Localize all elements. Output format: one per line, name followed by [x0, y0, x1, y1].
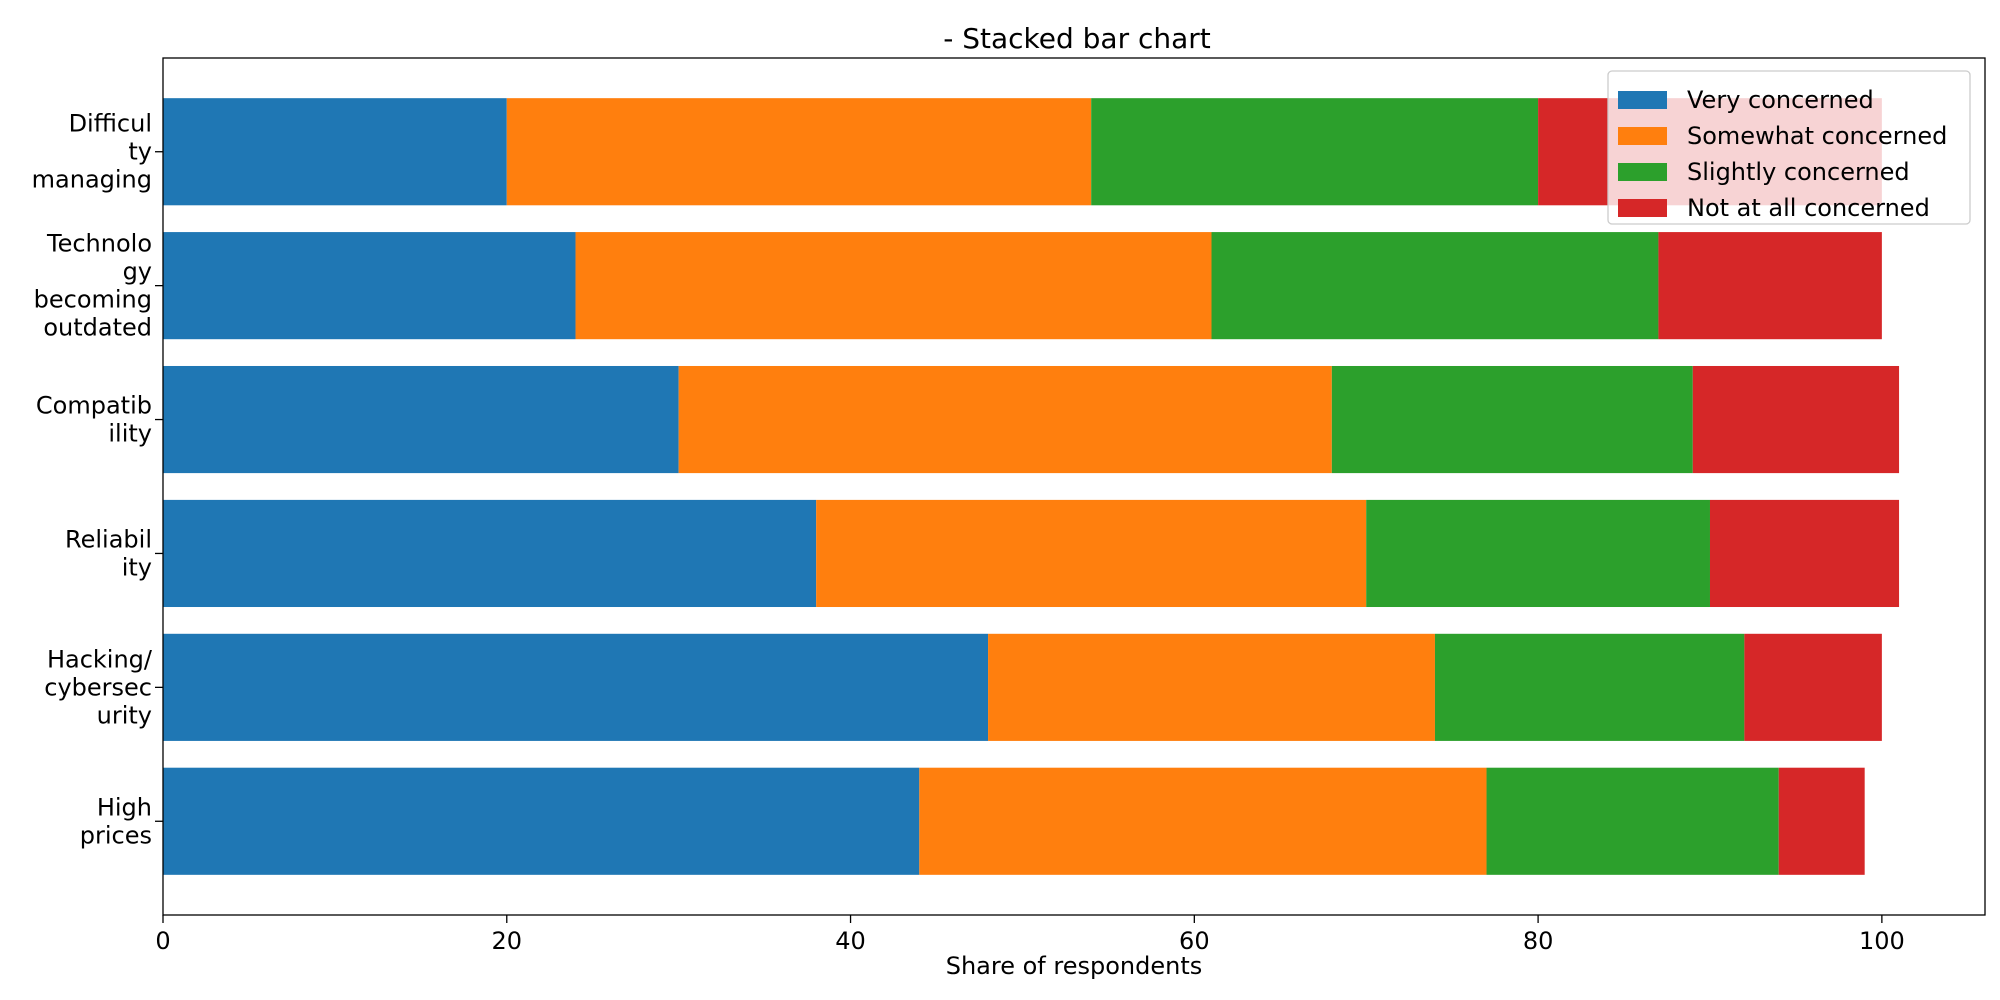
y-category-label-line: gy	[123, 258, 152, 286]
bar-segment-4-3	[1744, 633, 1882, 741]
y-category-label-line: managing	[32, 166, 152, 194]
x-tick-label: 60	[1179, 927, 1210, 955]
legend-swatch	[1618, 199, 1667, 217]
x-tick-label: 80	[1523, 927, 1554, 955]
y-category-label-line: outdated	[43, 314, 152, 342]
bar-segment-4-1	[988, 633, 1435, 741]
x-axis-label: Share of respondents	[946, 952, 1203, 980]
bar-segment-3-2	[1366, 499, 1710, 608]
y-category-label-line: Hacking/	[47, 645, 153, 673]
legend-label: Somewhat concerned	[1687, 122, 1947, 150]
legend: Very concerned Somewhat concerned Slightly…	[1607, 70, 1971, 225]
y-category-label-line: urity	[97, 701, 152, 729]
legend-label: Not at all concerned	[1687, 194, 1930, 222]
bar-segment-2-1	[678, 365, 1332, 474]
bar-segment-5-2	[1486, 767, 1779, 875]
x-tick-label: 0	[155, 927, 170, 955]
legend-box	[1607, 70, 1971, 225]
bar-segment-3-1	[816, 499, 1367, 608]
y-axis-labels: Difficul ty managing Technolo gy becoming outd…	[32, 110, 163, 849]
y-category-label-line: ility	[108, 420, 152, 448]
bar-segment-1-1	[575, 232, 1212, 340]
y-category-label-line: ity	[122, 553, 152, 581]
y-category-label-line: Compatib	[36, 392, 152, 420]
bar-segment-5-1	[919, 767, 1487, 875]
x-tick-label: 40	[835, 927, 866, 955]
y-category-label-line: High	[97, 793, 152, 821]
legend-label: Very concerned	[1687, 86, 1874, 114]
bar-segment-2-3	[1692, 365, 1900, 474]
y-category-label-line: Reliabil	[65, 525, 152, 553]
x-tick-label: 20	[492, 927, 523, 955]
bar-segment-1-3	[1658, 232, 1882, 340]
y-category-label: High prices	[80, 793, 152, 849]
bar-segment-0-1	[506, 98, 1092, 206]
bar-segment-3-0	[163, 499, 817, 608]
bar-segment-4-2	[1434, 633, 1745, 741]
bar-segment-5-0	[163, 767, 920, 875]
y-category-label-line: becoming	[34, 286, 152, 314]
legend-swatch	[1618, 163, 1667, 181]
y-category-label-line: Technolo	[46, 230, 152, 258]
bar-segment-0-0	[163, 98, 507, 206]
y-category-label: Technolo gy becoming outdated	[34, 230, 152, 342]
bar-segment-3-3	[1709, 499, 1900, 608]
bar-segment-0-2	[1091, 98, 1539, 206]
y-category-label: Reliabil ity	[65, 525, 152, 581]
bar-segment-1-2	[1211, 232, 1659, 340]
bar-segment-1-0	[163, 232, 576, 340]
bar-segment-4-0	[163, 633, 989, 741]
y-category-label: Compatib ility	[36, 392, 152, 448]
legend-label: Slightly concerned	[1687, 158, 1910, 186]
chart-title: - Stacked bar chart	[943, 22, 1211, 55]
bar-segment-2-0	[163, 365, 679, 474]
bar-segment-2-2	[1331, 365, 1693, 474]
plot-area-frame	[162, 57, 1986, 916]
y-category-label-line: Difficul	[69, 110, 152, 138]
legend-swatch	[1618, 91, 1667, 109]
y-category-label-line: prices	[80, 821, 152, 849]
y-category-label-line: ty	[128, 138, 152, 166]
legend-swatch	[1618, 127, 1667, 145]
bar-segment-5-3	[1778, 767, 1865, 875]
y-category-label: Difficul ty managing	[32, 110, 152, 194]
y-category-label-line: cybersec	[44, 673, 152, 701]
y-category-label: Hacking/cybersec urity	[44, 645, 153, 729]
x-tick-label: 100	[1859, 927, 1905, 955]
x-axis-ticks: 0 20 40 60 80 100	[155, 915, 1905, 955]
